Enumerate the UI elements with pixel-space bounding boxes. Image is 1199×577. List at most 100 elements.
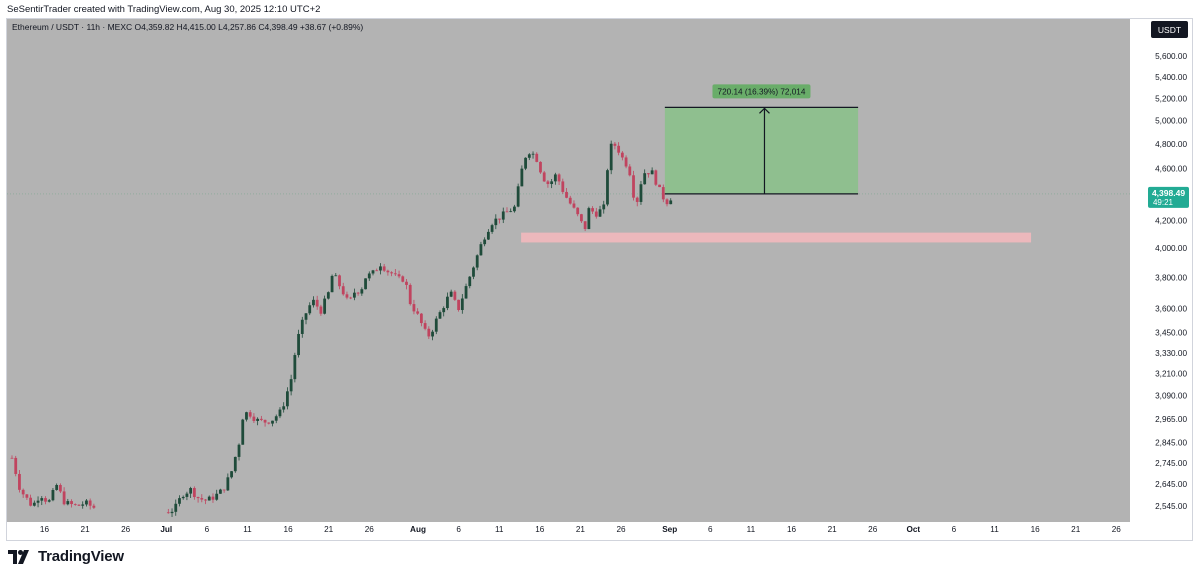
support-zone[interactable] bbox=[521, 232, 1032, 243]
price-tick-label: 5,600.00 bbox=[1155, 52, 1187, 61]
price-tick-label: 2,545.00 bbox=[1155, 502, 1187, 511]
candle bbox=[196, 496, 200, 503]
candle bbox=[438, 310, 442, 320]
candle bbox=[70, 499, 73, 508]
candle-body bbox=[486, 231, 490, 240]
candle bbox=[81, 501, 85, 509]
candle-body bbox=[326, 292, 330, 299]
candle bbox=[248, 410, 252, 419]
candle-body bbox=[215, 493, 219, 500]
candle-body bbox=[330, 275, 334, 293]
candle bbox=[319, 304, 323, 316]
candle-body bbox=[498, 218, 501, 220]
candle-body bbox=[513, 206, 516, 212]
candle bbox=[271, 420, 274, 427]
candle bbox=[475, 254, 479, 271]
candle-body bbox=[345, 294, 349, 298]
candle bbox=[274, 414, 278, 424]
candle-body bbox=[405, 281, 408, 285]
candle-body bbox=[334, 275, 338, 277]
candle-body bbox=[483, 239, 487, 245]
candle bbox=[200, 494, 204, 503]
currency-badge[interactable]: USDT bbox=[1151, 21, 1188, 38]
candle-body bbox=[367, 273, 371, 279]
price-tick-label: 3,330.00 bbox=[1155, 349, 1187, 358]
candle-body bbox=[464, 286, 468, 299]
candle bbox=[356, 291, 360, 296]
candle bbox=[419, 313, 423, 327]
candle-body bbox=[550, 181, 554, 185]
candle-body bbox=[219, 489, 222, 494]
time-axis[interactable]: 16 21 26 Jul 6 11 16 21 26 Aug 6 11 16 21 26 Sep 6 11 16 21… bbox=[40, 525, 1121, 534]
candle bbox=[25, 494, 29, 501]
candle-body bbox=[617, 145, 621, 153]
candle bbox=[375, 268, 379, 272]
candle bbox=[379, 263, 382, 275]
candle bbox=[416, 308, 420, 315]
candle bbox=[367, 271, 371, 281]
candle bbox=[498, 218, 501, 224]
candle bbox=[77, 504, 81, 506]
candle-body bbox=[21, 489, 25, 495]
candle-body bbox=[419, 313, 423, 324]
candle bbox=[289, 374, 293, 396]
time-tick-label: 11 bbox=[243, 525, 252, 534]
candle-body bbox=[587, 208, 591, 230]
candle bbox=[371, 269, 375, 276]
profit-zone[interactable] bbox=[664, 107, 859, 194]
candle-body bbox=[271, 420, 274, 424]
candle-body bbox=[356, 292, 360, 294]
position-tool[interactable]: 720.14 (16.39%) 72,014 bbox=[664, 84, 859, 195]
candle bbox=[442, 306, 446, 317]
price-tick-label: 4,600.00 bbox=[1155, 164, 1187, 173]
candle-body bbox=[393, 273, 397, 275]
candle bbox=[580, 213, 583, 224]
time-tick-label: 26 bbox=[121, 525, 131, 534]
candle bbox=[36, 496, 40, 508]
candle bbox=[658, 184, 661, 188]
candle-body bbox=[505, 211, 509, 213]
candle bbox=[553, 172, 557, 185]
candle-body bbox=[501, 211, 505, 220]
candle-body bbox=[576, 207, 580, 215]
candle-body bbox=[196, 497, 200, 499]
candle-body bbox=[468, 276, 472, 287]
candle bbox=[192, 486, 196, 500]
candle-body bbox=[222, 489, 226, 491]
tradingview-brand[interactable]: TradingView bbox=[8, 548, 124, 565]
candle bbox=[464, 283, 468, 299]
candle-body bbox=[408, 284, 412, 305]
candle-body bbox=[73, 504, 77, 505]
candle bbox=[460, 294, 464, 314]
candle-body bbox=[609, 143, 613, 171]
candle bbox=[665, 198, 669, 207]
candle-body bbox=[14, 457, 18, 474]
time-tick-label: 21 bbox=[324, 525, 334, 534]
candle bbox=[483, 237, 487, 247]
candle bbox=[211, 493, 215, 503]
candle bbox=[576, 207, 580, 217]
candle-body bbox=[286, 391, 289, 407]
candle-body bbox=[92, 505, 96, 508]
candle bbox=[468, 275, 472, 289]
candle bbox=[427, 326, 431, 340]
time-tick-label: 16 bbox=[40, 525, 50, 534]
price-tick-label: 4,000.00 bbox=[1155, 244, 1187, 253]
candle-body bbox=[580, 214, 583, 222]
candle bbox=[472, 266, 475, 280]
price-tick-label: 3,600.00 bbox=[1155, 304, 1187, 313]
time-tick-label: 11 bbox=[747, 525, 756, 534]
time-tick-label: 21 bbox=[1071, 525, 1081, 534]
candle-body bbox=[542, 172, 546, 182]
candle-body bbox=[632, 175, 635, 198]
candle-body bbox=[259, 418, 263, 420]
candle bbox=[300, 316, 304, 338]
candle-body bbox=[431, 331, 434, 337]
candle-body bbox=[211, 496, 215, 500]
time-tick-label: Sep bbox=[662, 525, 677, 534]
candle bbox=[557, 173, 561, 186]
candle-body bbox=[81, 504, 85, 506]
candle-body bbox=[628, 166, 632, 176]
price-axis[interactable]: 2,545.00 2,645.00 2,745.00 2,845.00 2,965.00… bbox=[1155, 52, 1187, 511]
